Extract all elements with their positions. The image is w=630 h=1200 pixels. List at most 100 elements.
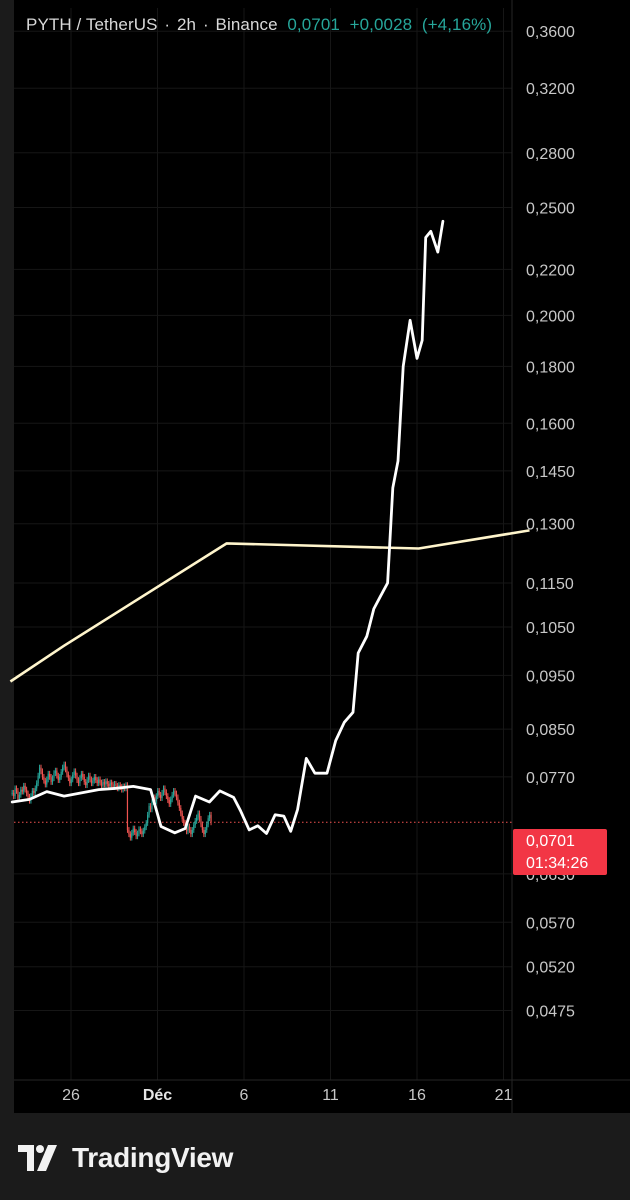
candle-body <box>20 789 22 795</box>
candle-body <box>56 770 58 776</box>
y-tick-label: 0,0850 <box>526 722 575 739</box>
y-tick-label: 0,1050 <box>526 620 575 637</box>
candle-body <box>54 770 57 774</box>
candle-body <box>23 785 25 792</box>
candle-body <box>168 800 170 805</box>
y-tick-label: 0,1800 <box>526 359 575 376</box>
y-tick-label: 0,0475 <box>526 1003 575 1020</box>
candle-body <box>151 802 153 810</box>
candle-body <box>197 813 199 818</box>
candle-body <box>43 776 45 781</box>
y-tick-label: 0,2800 <box>526 146 575 163</box>
x-tick-label: 21 <box>495 1087 513 1104</box>
y-tick-label: 0,2200 <box>526 262 575 279</box>
candle-body <box>147 814 149 823</box>
candle-body <box>194 820 196 826</box>
candle-body <box>187 826 189 832</box>
symbol-name[interactable]: PYTH / TetherUS <box>26 15 158 34</box>
candle-body <box>175 793 178 798</box>
candle-body <box>13 792 15 797</box>
separator-dot: · <box>202 15 209 34</box>
candle-body <box>201 824 204 830</box>
candle-body <box>129 834 131 838</box>
chart-legend-header: PYTH / TetherUS · 2h · Binance 0,0701 +0… <box>26 15 492 35</box>
candle-body <box>82 773 84 777</box>
y-tick-label: 0,3600 <box>526 24 575 41</box>
candle-body <box>77 780 80 784</box>
candle-body <box>113 783 116 788</box>
candle-body <box>174 790 176 794</box>
candle-body <box>89 775 91 780</box>
candle-body <box>85 781 87 786</box>
candle-body <box>46 779 48 785</box>
candle-body <box>181 813 183 819</box>
candle-body <box>158 790 160 795</box>
candle-body <box>21 789 23 792</box>
candle-body <box>207 818 209 825</box>
candle-body <box>14 788 16 797</box>
candle-body <box>138 829 140 834</box>
candle-body <box>131 832 133 838</box>
candle-body <box>83 776 85 782</box>
candle-body <box>196 817 198 821</box>
y-tick-label: 0,2500 <box>526 201 575 218</box>
candle-body <box>172 790 175 795</box>
candle-body <box>128 829 130 835</box>
candle-body <box>100 782 103 786</box>
candle-body <box>185 827 188 832</box>
candle-body <box>15 788 18 791</box>
candle-body <box>134 828 136 833</box>
price-change: +0,0028 <box>349 15 413 34</box>
candle-body <box>64 764 67 770</box>
last-price: 0,0701 <box>287 15 340 34</box>
candle-body <box>162 788 165 793</box>
y-tick-label: 0,1600 <box>526 416 575 433</box>
candle-body <box>157 790 159 797</box>
interval-label[interactable]: 2h <box>177 15 197 34</box>
candle-body <box>36 783 38 789</box>
candle-body <box>87 775 90 781</box>
candle-body <box>27 793 29 797</box>
y-tick-label: 0,0770 <box>526 770 575 787</box>
candle-body <box>60 771 62 777</box>
price-chart[interactable]: 0,3600 0,3200 0,2800 0,2500 0,2200 0,2000 0,18… <box>0 0 630 1113</box>
tradingview-logo[interactable]: TradingView <box>18 1140 233 1176</box>
candle-body <box>188 826 191 830</box>
overlay-price-line <box>10 219 445 835</box>
bar-countdown: 01:34:26 <box>526 855 589 872</box>
candle-body <box>161 792 163 799</box>
candle-body <box>95 776 97 781</box>
candle-body <box>66 769 68 775</box>
candle-body <box>73 771 75 776</box>
tradingview-logo-icon <box>18 1145 57 1171</box>
candle-body <box>50 776 52 782</box>
candle-body <box>177 797 179 803</box>
candle-body <box>37 775 39 784</box>
candle-body <box>191 829 193 835</box>
candle-body <box>144 827 146 831</box>
x-tick-label: 6 <box>240 1087 249 1104</box>
moving-average-line <box>9 529 530 683</box>
candle-body <box>11 792 13 794</box>
brand-name: TradingView <box>72 1142 234 1173</box>
candle-body <box>167 796 169 801</box>
candle-body <box>160 794 162 799</box>
chart-area[interactable] <box>14 0 630 1113</box>
separator-dot: · <box>164 15 171 34</box>
candle-body <box>105 781 107 785</box>
candle-body <box>119 785 121 788</box>
candle-body <box>67 774 69 779</box>
candle-body <box>90 779 93 784</box>
candle-body <box>103 781 106 785</box>
candle-body <box>38 767 41 776</box>
y-tick-label: 0,3200 <box>526 81 575 98</box>
candle-body <box>18 794 20 799</box>
y-tick-label: 0,1150 <box>526 576 574 593</box>
candle-body <box>92 780 94 784</box>
candle-body <box>76 775 78 781</box>
candle-body <box>69 778 71 784</box>
candle-body <box>136 833 139 837</box>
candle-body <box>148 806 150 815</box>
candle-body <box>180 808 182 814</box>
candle-body <box>25 789 28 794</box>
